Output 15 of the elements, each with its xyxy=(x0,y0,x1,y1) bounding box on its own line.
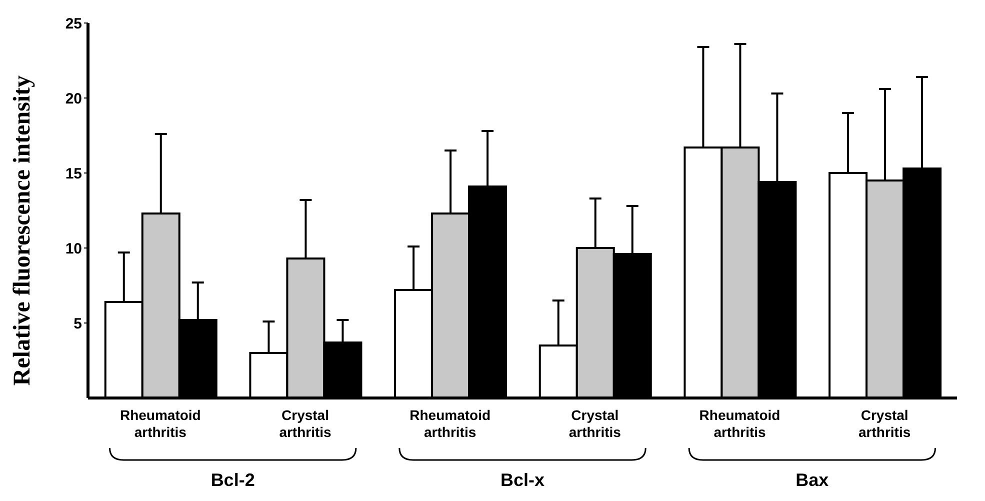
x-tick-label: Rheumatoid arthritis xyxy=(410,407,491,440)
y-axis-title: Relative fluorescence intensity xyxy=(10,75,36,386)
y-tick-label: 10 xyxy=(65,240,82,258)
y-tick-label: 5 xyxy=(74,315,82,332)
y-tick-label: 25 xyxy=(65,15,82,32)
x-tick-label: Crystal arthritis xyxy=(279,407,332,440)
y-tick-label: 15 xyxy=(65,165,82,182)
x-tick-label: Crystal arthritis xyxy=(568,407,622,440)
text: Bcl-x xyxy=(500,470,545,490)
x-tick-label: Rheumatoid arthritis xyxy=(120,407,201,440)
text: Bcl-2 xyxy=(210,470,255,490)
y-tick-label: 20 xyxy=(65,90,82,108)
text: Bax xyxy=(796,470,829,490)
x-tick-label: Rheumatoid arthritis xyxy=(699,407,780,440)
x-tick-label: Crystal arthritis xyxy=(858,407,911,440)
